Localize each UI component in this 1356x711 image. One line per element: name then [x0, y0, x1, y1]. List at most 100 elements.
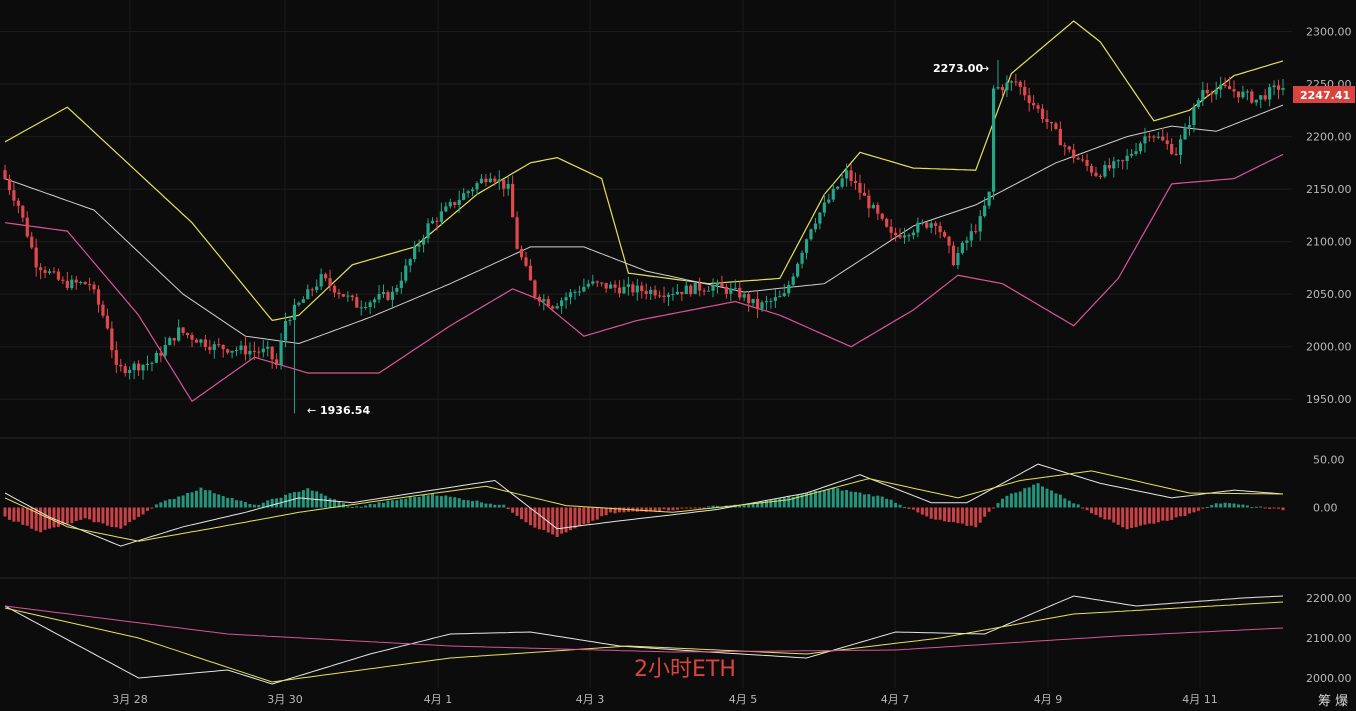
candle-body: [301, 299, 305, 303]
candle-body: [243, 345, 248, 355]
macd-histogram-bar: [796, 494, 800, 508]
candle-body: [836, 186, 840, 189]
candle-body: [185, 332, 190, 336]
candle-body: [381, 292, 386, 295]
candle-body: [1138, 143, 1143, 152]
candle-body: [372, 299, 377, 303]
macd-histogram-bar: [145, 507, 149, 511]
candle-body: [1245, 91, 1249, 93]
candle-body: [991, 88, 996, 192]
candle-body: [248, 350, 252, 355]
candle-body: [1040, 108, 1045, 120]
candle-body: [693, 283, 697, 294]
macd-histogram-bar: [1241, 504, 1245, 508]
macd-histogram-bar: [70, 507, 74, 524]
macd-histogram-bar: [172, 498, 176, 508]
macd-histogram-bar: [533, 507, 537, 528]
macd-histogram-bar: [800, 494, 804, 508]
macd-histogram-bar: [408, 497, 412, 508]
candle-body: [951, 245, 956, 266]
macd-histogram-bar: [1170, 507, 1174, 520]
macd-histogram-bar: [297, 491, 301, 508]
candle-body: [453, 202, 457, 205]
candle-body: [653, 289, 657, 296]
candle-body: [925, 222, 929, 228]
macd-histogram-bar: [666, 507, 670, 511]
candle-body: [1000, 87, 1005, 91]
candle-body: [1058, 128, 1062, 146]
macd-histogram-bar: [212, 493, 216, 508]
macd-histogram-bar: [1000, 498, 1004, 508]
candle-body: [484, 178, 488, 183]
macd-histogram-bar: [101, 507, 105, 524]
ma-white-line: [4, 595, 1284, 685]
time-tick-label: 4月 5: [729, 693, 758, 706]
macd-histogram-bar: [1165, 507, 1169, 521]
candle-body: [172, 337, 176, 341]
candle-body: [787, 284, 791, 294]
candle-body: [1196, 100, 1200, 107]
macd-histogram-bar: [1196, 507, 1200, 511]
candle-body: [1205, 90, 1209, 94]
candle-body: [1241, 91, 1245, 98]
macd-histogram-bar: [301, 490, 305, 508]
macd-histogram-bar: [577, 507, 581, 527]
candle-body: [609, 284, 613, 289]
macd-histogram-bar: [1027, 487, 1031, 508]
candle-body: [105, 315, 110, 329]
moving-average-panel: [4, 595, 1284, 685]
macd-histogram-bar: [373, 504, 377, 508]
macd-histogram-bar: [885, 498, 889, 508]
candle-body: [386, 292, 390, 300]
macd-histogram-bar: [773, 499, 777, 508]
macd-histogram-bar: [1009, 493, 1013, 508]
macd-histogram-bar: [92, 507, 96, 523]
macd-histogram-bar: [871, 496, 875, 508]
candle-body: [221, 344, 225, 350]
candle-body: [519, 248, 524, 258]
candle-body: [782, 293, 786, 297]
price-tick-label: 2000.00: [1306, 341, 1352, 354]
candle-body: [617, 287, 622, 294]
macd-histogram-bar: [430, 494, 434, 508]
candle-body: [1112, 161, 1116, 169]
macd-histogram-bar: [858, 492, 862, 508]
macd-histogram-bar: [551, 507, 555, 535]
candle-body: [1263, 95, 1267, 100]
candle-body: [600, 282, 604, 284]
macd-histogram-bar: [1014, 492, 1018, 508]
macd-histogram-bar: [235, 500, 239, 508]
macd-histogram-bar: [1018, 491, 1022, 508]
candle-body: [831, 188, 835, 200]
candle-body: [457, 199, 461, 205]
macd-histogram-bar: [466, 500, 470, 508]
candle-body: [1049, 122, 1054, 124]
candle-body: [720, 282, 724, 287]
macd-histogram-bar: [658, 507, 662, 512]
macd-histogram-bar: [818, 491, 822, 508]
macd-histogram-bar: [1094, 507, 1098, 515]
macd-histogram-bar: [987, 507, 991, 512]
brand-logo: 筹 爆: [1318, 693, 1348, 709]
macd-histogram-bar: [840, 490, 844, 508]
candle-body: [1107, 165, 1111, 169]
macd-histogram-bar: [938, 507, 942, 520]
macd-histogram-bar: [417, 496, 421, 508]
macd-histogram-bar: [368, 503, 372, 508]
candle-body: [969, 231, 973, 241]
candle-body: [769, 300, 773, 302]
candle-body: [542, 299, 546, 302]
price-tick-label: 2050.00: [1306, 288, 1352, 301]
macd-histogram-bar: [1005, 495, 1009, 508]
candle-body: [1227, 86, 1232, 90]
candle-body: [21, 205, 25, 218]
candle-body: [159, 353, 163, 356]
price-tick-label: 2300.00: [1306, 26, 1352, 39]
macd-histogram-bar: [141, 507, 145, 515]
candle-body: [1032, 102, 1036, 106]
macd-histogram-bar: [951, 507, 955, 523]
macd-histogram-bar: [698, 507, 702, 509]
last-price-tag-bg: [1293, 86, 1355, 103]
price-tick-label: 2200.00: [1306, 131, 1352, 144]
